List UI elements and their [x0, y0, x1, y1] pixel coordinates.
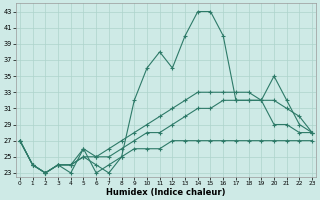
X-axis label: Humidex (Indice chaleur): Humidex (Indice chaleur): [106, 188, 226, 197]
